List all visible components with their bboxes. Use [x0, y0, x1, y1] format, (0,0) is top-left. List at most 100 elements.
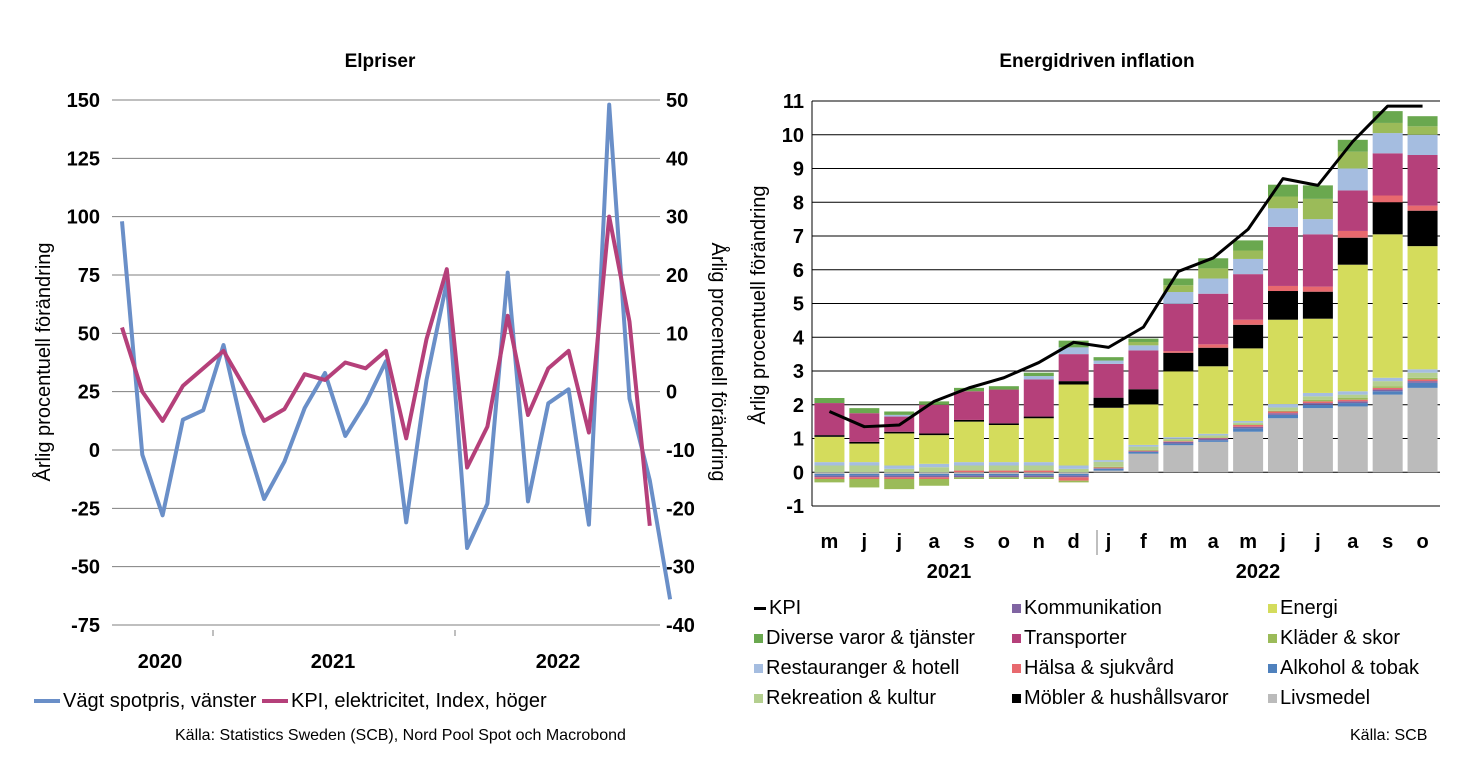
bar-segment: [1128, 450, 1159, 452]
bar-segment: [1268, 196, 1298, 209]
bar-segment: [1337, 401, 1368, 404]
x-tick: f: [1140, 531, 1147, 553]
bar-segment: [1128, 345, 1159, 351]
bar-segment: [884, 473, 915, 476]
bar-segment: [1372, 153, 1403, 196]
bar-segment: [849, 477, 880, 479]
bar-segment: [954, 387, 984, 392]
bar-segment: [1163, 285, 1194, 293]
bar-segment: [1233, 258, 1264, 275]
y-tick: 4: [793, 327, 805, 349]
bar-segment: [988, 477, 1019, 479]
bar-segment: [1337, 139, 1368, 152]
y-tick-left: 75: [78, 265, 100, 287]
bar-segment: [988, 425, 1019, 463]
bar-segment: [1233, 274, 1264, 320]
x-tick: j: [895, 531, 902, 553]
bar-segment: [1128, 341, 1159, 346]
bar-segment: [1198, 293, 1229, 345]
bar-segment: [1268, 184, 1298, 197]
bar-segment: [1337, 168, 1368, 191]
bar-segment: [1407, 387, 1438, 473]
bar-segment: [1302, 318, 1333, 393]
x-tick: m: [821, 531, 839, 553]
bar-segment: [1163, 352, 1194, 372]
y-axis-label-right: Årlig procentuell förändring: [707, 242, 730, 481]
bar-segment: [1407, 155, 1438, 206]
bar-segment: [1023, 475, 1054, 478]
bar-segment: [1268, 410, 1298, 412]
bar-segment: [1128, 453, 1159, 473]
y-tick: 6: [793, 260, 804, 282]
legend-item-kpi-el: KPI, elektricitet, Index, höger: [262, 690, 547, 713]
bar-segment: [1128, 451, 1159, 452]
bar-segment: [1268, 418, 1298, 473]
y-tick-left: 125: [67, 148, 100, 170]
bar-segment: [1093, 468, 1124, 469]
bar-segment: [988, 465, 1019, 471]
legend-item: KPI: [754, 597, 801, 620]
year-label: 2022: [1236, 561, 1281, 583]
x-tick: j: [1279, 531, 1286, 553]
bar-segment: [1023, 470, 1054, 473]
bar-segment: [1372, 387, 1403, 390]
bar-segment: [1268, 411, 1298, 414]
bar-segment: [1093, 461, 1124, 467]
y-tick: 7: [793, 226, 804, 248]
legend-swatch: [754, 607, 766, 610]
bar-segment: [1407, 116, 1438, 127]
bar-segment: [1407, 246, 1438, 370]
bar-segment: [1337, 394, 1368, 398]
bar-segment: [1163, 441, 1194, 442]
y-tick: 3: [793, 361, 804, 383]
y-tick: 8: [793, 192, 804, 214]
bar-segment: [954, 475, 984, 478]
bar-segment: [988, 462, 1019, 466]
x-tick: m: [1239, 531, 1257, 553]
bar-segment: [1337, 237, 1368, 265]
y-tick-left: 100: [67, 207, 100, 229]
bar-segment: [1268, 404, 1298, 408]
y-tick: 10: [782, 125, 804, 147]
x-tick: j: [861, 531, 868, 553]
bar-segment: [1023, 477, 1054, 479]
year-label: 2020: [138, 651, 183, 673]
legend-swatch: [1012, 634, 1021, 643]
bar-segment: [919, 473, 950, 476]
x-tick: a: [929, 531, 941, 553]
bar-segment: [1407, 134, 1438, 155]
bar-segment: [1372, 394, 1403, 473]
bar-segment: [1337, 398, 1368, 400]
right-source: Källa: SCB: [1350, 727, 1428, 744]
bar-segment: [1198, 347, 1229, 367]
legend-item-spot: Vägt spotpris, vänster: [34, 690, 256, 713]
bar-segment: [849, 473, 880, 476]
x-tick: o: [998, 531, 1010, 553]
bar-segment: [1407, 369, 1438, 373]
bar-segment: [954, 470, 984, 473]
bar-segment: [1233, 348, 1264, 421]
bar-segment: [1268, 413, 1298, 415]
bar-segment: [1302, 404, 1333, 409]
bar-segment: [1163, 440, 1194, 442]
bar-segment: [1268, 407, 1298, 411]
left-legend: Vägt spotpris, vänster KPI, elektricitet…: [34, 686, 547, 713]
bar-segment: [849, 443, 880, 463]
bar-segment: [1198, 437, 1229, 438]
legend-item: Alkohol & tobak: [1268, 657, 1419, 680]
bar-segment: [1058, 473, 1089, 476]
bar-segment: [1023, 472, 1054, 474]
bar-segment: [1407, 372, 1438, 378]
bar-segment: [1128, 452, 1159, 454]
bar-segment: [988, 423, 1019, 425]
y-tick: 11: [783, 91, 804, 113]
bar-segment: [1233, 420, 1264, 423]
kpi-line: [828, 104, 1423, 429]
x-tick: a: [1208, 531, 1220, 553]
year-label: 2021: [311, 651, 356, 673]
legend-swatch: [1012, 664, 1021, 673]
bar-segment: [1372, 386, 1403, 388]
bar-segment: [814, 465, 845, 473]
legend-swatch-kpi-el: [262, 699, 288, 703]
bar-segment: [849, 441, 880, 444]
